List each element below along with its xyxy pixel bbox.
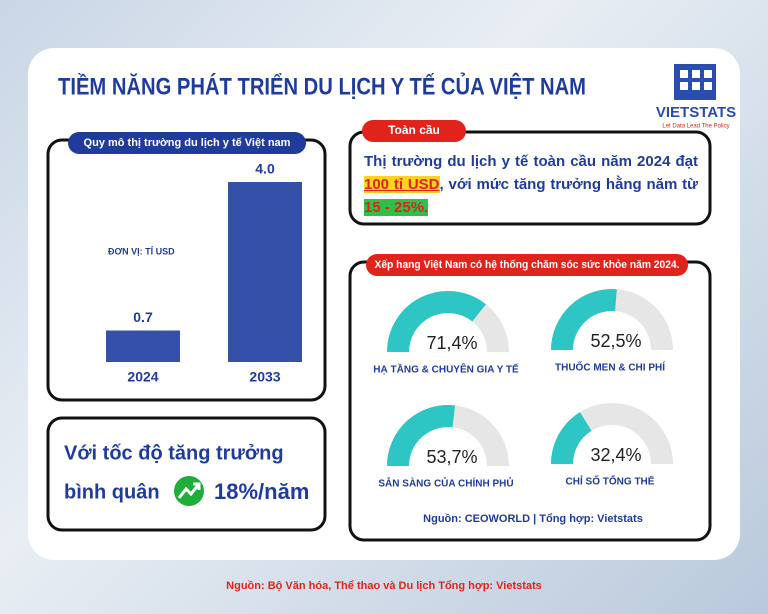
gauge-title: HẠ TẦNG & CHUYÊN GIA Y TẾ [373,363,519,376]
bar-title-pill [68,132,306,154]
x-tick-label: 2024 [127,369,158,385]
global-text: Thị trường du lịch y tế toàn cầu năm 202… [364,150,698,219]
global-highlight-2: 15 - 25%. [364,199,429,216]
logo-text: VIETSTATS [656,104,736,121]
gauge-label: 71,4% [426,333,477,353]
footer-source: Nguồn: Bộ Văn hóa, Thể thao và Du lịch T… [226,580,542,592]
x-tick-label: 2033 [249,369,280,385]
value-label: 4.0 [255,161,275,177]
value-label: 0.7 [133,309,153,325]
gauge-title: CHỈ SỐ TỔNG THỂ [566,474,655,488]
gauge-value [551,289,617,351]
gauge-title: THUỐC MEN & CHI PHÍ [555,360,665,374]
gauge-value [551,412,592,465]
ranking-box [348,260,712,542]
logo-icon [674,64,716,100]
logo-tagline: Let Data Lead The Policy [662,124,729,130]
global-highlight-1: 100 tỉ USD [364,176,440,193]
gauge-value [387,405,456,467]
growth-line2: bình quân [64,481,160,503]
global-text-1: Thị trường du lịch y tế toàn cầu năm 202… [364,153,698,170]
global-box [348,130,712,226]
ranking-pill [366,254,688,276]
ranking-source: Nguồn: CEOWORLD | Tổng hợp: Vietstats [423,513,643,525]
bar-title: Quy mô thị trường du lịch y tế Việt nam [84,137,291,149]
unit-label: ĐƠN VỊ: TỈ USD [108,245,175,256]
growth-icon [174,476,204,506]
global-tag-pill [362,120,466,142]
gauge-label: 53,7% [426,447,477,467]
gauge-label: 52,5% [590,331,641,351]
global-text-2: , với mức tăng trưởng hằng năm từ [439,176,699,193]
title: TIỀM NĂNG PHÁT TRIỂN DU LỊCH Y TẾ CỦA VI… [58,71,586,100]
growth-rate: 18%/năm [214,479,309,504]
global-tag: Toàn cầu [388,123,440,137]
gauge-title: SẴN SÀNG CỦA CHÍNH PHỦ [378,477,513,490]
bar [106,330,180,362]
growth-box [46,416,327,532]
growth-line1: Với tốc độ tăng trưởng [64,442,284,464]
ranking-title: Xếp hạng Việt Nam có hệ thống chăm sóc s… [375,259,680,271]
gauge-label: 32,4% [590,445,641,465]
gauge-value [387,291,486,353]
bar [228,182,302,362]
